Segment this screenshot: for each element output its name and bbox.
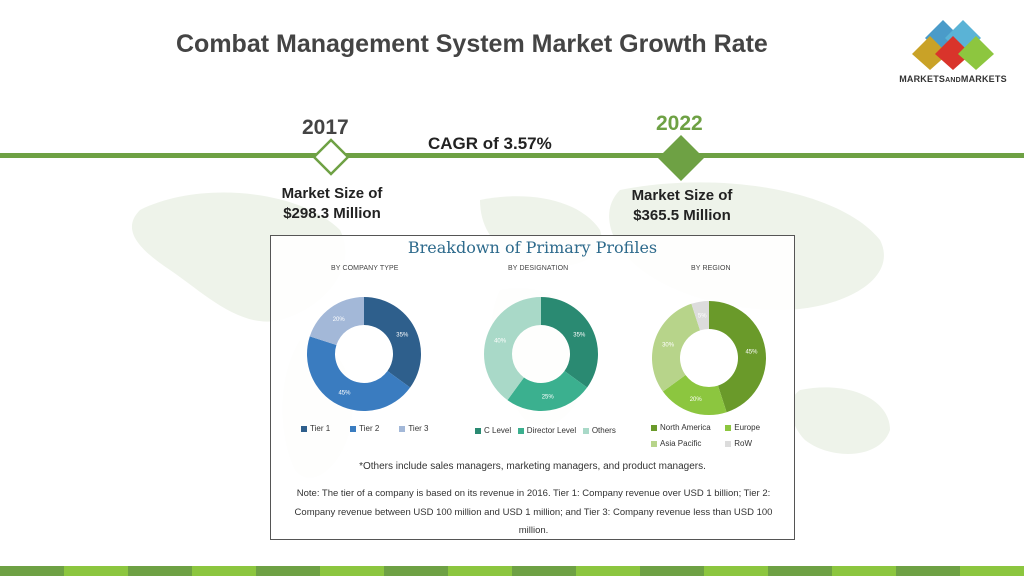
legend-item: C Level: [475, 426, 511, 435]
donut-slice: [662, 375, 727, 415]
donut-data-label: 20%: [333, 317, 346, 323]
primary-profiles-panel: Breakdown of Primary Profiles BY COMPANY…: [270, 235, 795, 540]
tier-note: Note: The tier of a company is based on …: [294, 488, 773, 536]
start-market-size: Market Size of $298.3 Million: [281, 185, 383, 222]
start-year: 2017: [302, 116, 349, 139]
donut-data-label: 35%: [573, 332, 586, 338]
chart-title-company-type: BY COMPANY TYPE: [331, 265, 399, 272]
donut-data-label: 25%: [542, 394, 555, 400]
legend-item: Tier 1: [301, 424, 330, 433]
logo-diamonds-icon: [912, 20, 994, 70]
donut-slice: [364, 297, 421, 388]
donut-data-label: 35%: [396, 332, 409, 338]
donut-slice: [507, 371, 588, 411]
donut-slice: [709, 301, 766, 413]
donut-slice: [691, 301, 709, 331]
footnote: *Others include sales managers, marketin…: [359, 461, 706, 472]
donut-slice: [484, 297, 541, 401]
end-year-diamond-icon: [658, 135, 704, 181]
legend-item: North America: [651, 420, 723, 436]
donut-data-label: 40%: [494, 339, 507, 345]
end-market-size: Market Size of $365.5 Million: [631, 187, 733, 224]
legend-item: Tier 2: [350, 424, 379, 433]
donut-data-label: 20%: [690, 397, 703, 403]
legend-item: Europe: [725, 423, 760, 432]
donut-data-label: 45%: [745, 349, 758, 355]
donut-data-label: 45%: [338, 390, 351, 396]
donut-slice: [309, 297, 364, 346]
chart-title-region: BY REGION: [691, 265, 731, 272]
donut-chart-region: 45% 20% 30% 5%: [652, 301, 766, 415]
legend-item: Director Level: [517, 426, 576, 435]
legend-designation: C Level Director Level Others: [475, 426, 616, 435]
legend-item: Tier 3: [399, 424, 429, 433]
markets-and-markets-logo: MARKETSANDMARKETS: [886, 8, 1020, 88]
legend-region: North America Europe Asia Pacific RoW: [651, 420, 760, 452]
legend-company-type: Tier 1 Tier 2 Tier 3: [301, 424, 429, 433]
donut-chart-designation: 35% 25% 40%: [484, 297, 598, 411]
donut-chart-company-type: 35% 45% 20%: [307, 297, 421, 411]
legend-item: Others: [582, 426, 616, 435]
panel-title: Breakdown of Primary Profiles: [407, 238, 658, 257]
timeline-line: [0, 153, 1024, 158]
end-year: 2022: [656, 112, 703, 135]
cagr-label: CAGR of 3.57%: [428, 134, 552, 153]
donut-slice: [541, 297, 598, 388]
chart-title-designation: BY DESIGNATION: [508, 265, 569, 272]
donut-data-label: 5%: [698, 314, 707, 320]
legend-item: RoW: [725, 439, 752, 448]
donut-slice: [307, 336, 411, 411]
donut-slice: [652, 303, 701, 392]
logo-text: MARKETSANDMARKETS: [899, 74, 1007, 84]
start-year-diamond-icon: [312, 138, 350, 176]
donut-data-label: 30%: [662, 343, 675, 349]
page-title: Combat Management System Market Growth R…: [176, 30, 768, 58]
legend-item: Asia Pacific: [651, 436, 723, 452]
footer-stripe-bar: [0, 566, 1024, 576]
